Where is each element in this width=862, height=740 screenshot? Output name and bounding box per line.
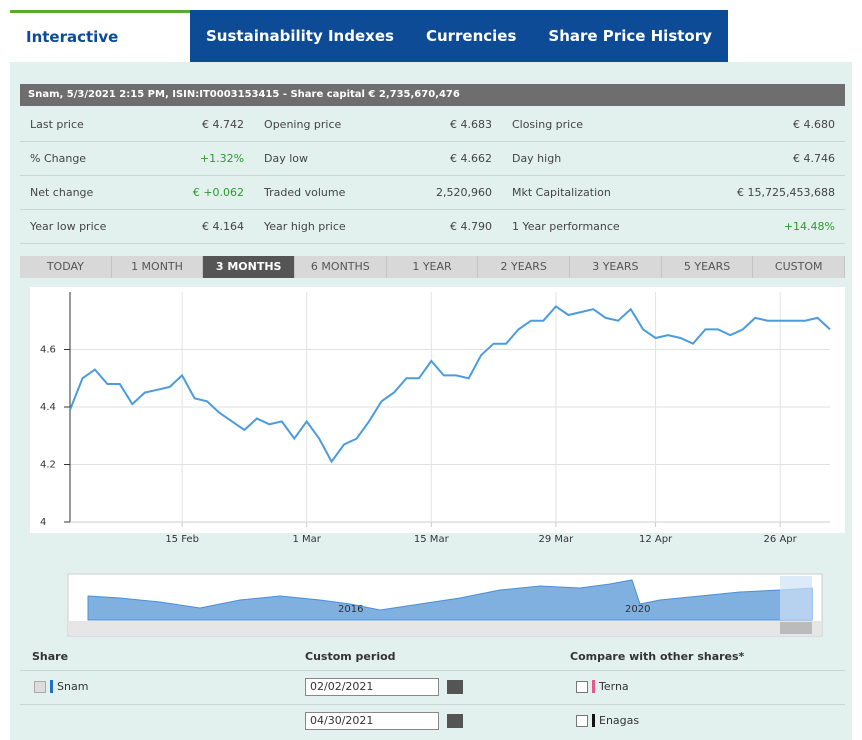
checkbox[interactable] — [576, 680, 588, 693]
share-name: Snam — [57, 680, 89, 693]
x-tick-label: 29 Mar — [539, 534, 575, 545]
period-bar: TODAY 1 MONTH 3 MONTHS 6 MONTHS 1 YEAR 2… — [20, 256, 846, 278]
checkbox[interactable] — [576, 714, 588, 727]
form-row: 04/30/2021 Enagas — [20, 704, 845, 738]
value: € 4.683 — [395, 108, 502, 142]
label: Traded volume — [254, 175, 396, 210]
scrollbar[interactable] — [68, 621, 822, 635]
period-button[interactable]: 3 MONTHS — [203, 256, 296, 278]
y-tick-label: 4.4 — [40, 402, 56, 413]
navigator-window[interactable] — [780, 576, 812, 620]
compare-name: Enagas — [599, 714, 640, 727]
tab[interactable]: Sustainability Indexes — [190, 10, 410, 62]
value: € 4.790 — [395, 209, 502, 244]
color-bar — [592, 680, 595, 693]
label: Mkt Capitalization — [501, 175, 681, 210]
value: € +0.062 — [154, 175, 255, 210]
x-tick-label: 26 Apr — [764, 534, 798, 545]
period-button[interactable]: 1 YEAR — [387, 256, 479, 278]
label: Last price — [20, 108, 155, 142]
label: Year low price — [20, 209, 155, 244]
label: Closing price — [501, 108, 681, 142]
label: 1 Year performance — [501, 209, 681, 244]
label: Net change — [20, 175, 155, 210]
x-tick-label: 15 Feb — [165, 534, 199, 545]
value: € 4.742 — [154, 108, 255, 142]
navigator-label: 2020 — [625, 604, 650, 615]
color-bar — [592, 714, 595, 727]
label: Opening price — [254, 108, 396, 142]
value: 2,520,960 — [395, 175, 502, 210]
form-header: Compare with other shares* — [570, 650, 745, 663]
x-tick-label: 1 Mar — [293, 534, 322, 545]
share-cell: Snam — [34, 680, 88, 693]
quote-header: Snam, 5/3/2021 2:15 PM, ISIN:IT000315341… — [20, 84, 845, 106]
date-cell: 04/30/2021 — [305, 712, 463, 730]
x-tick-label: 15 Mar — [414, 534, 450, 545]
compare-name: Terna — [599, 680, 629, 693]
value: € 4.680 — [680, 108, 845, 142]
period-button[interactable]: 1 MONTH — [112, 256, 204, 278]
navigator-label: 2016 — [338, 604, 363, 615]
chart: 2016 2020 4 4.2 4.4 4.6 15 Feb 1 Mar 15 Mar 29 … — [30, 287, 845, 637]
calendar-icon[interactable] — [447, 680, 463, 694]
stats-table: Last price € 4.742 Opening price € 4.683 Clo… — [20, 108, 845, 244]
y-tick-label: 4 — [40, 517, 46, 528]
label: Day low — [254, 141, 396, 176]
value: € 4.746 — [680, 141, 845, 176]
form-header: Custom period — [305, 650, 396, 663]
y-tick-label: 4.6 — [40, 345, 56, 356]
period-button[interactable]: 2 YEARS — [478, 256, 571, 278]
value: € 4.164 — [154, 209, 255, 244]
form-row: Snam 02/02/2021 Terna — [20, 670, 845, 704]
period-button[interactable]: 3 YEARS — [570, 256, 662, 278]
value: € 15,725,453,688 — [680, 175, 845, 210]
calendar-icon[interactable] — [447, 714, 463, 728]
compare-cell: Terna — [576, 680, 629, 693]
value: € 4.662 — [395, 141, 502, 176]
end-date[interactable]: 04/30/2021 — [305, 712, 439, 730]
value: +1.32% — [154, 141, 255, 176]
x-tick-label: 12 Apr — [639, 534, 673, 545]
period-button[interactable]: CUSTOM — [753, 256, 846, 278]
chart-background — [30, 287, 845, 533]
color-bar — [50, 680, 53, 693]
date-cell: 02/02/2021 — [305, 678, 463, 696]
form-header: Share — [32, 650, 69, 663]
period-button[interactable]: 5 YEARS — [662, 256, 754, 278]
label: Day high — [501, 141, 681, 176]
tab[interactable]: Share Price History — [532, 10, 728, 62]
scrollbar-thumb[interactable] — [780, 622, 812, 634]
period-button[interactable]: 6 MONTHS — [295, 256, 387, 278]
compare-cell: Enagas — [576, 714, 639, 727]
checkbox — [34, 680, 46, 693]
start-date[interactable]: 02/02/2021 — [305, 678, 439, 696]
price-line — [69, 305, 831, 464]
period-button[interactable]: TODAY — [20, 256, 112, 278]
label: % Change — [20, 141, 155, 176]
tab[interactable]: Currencies — [409, 10, 533, 62]
value: +14.48% — [680, 209, 845, 244]
label: Year high price — [254, 209, 396, 244]
y-tick-label: 4.2 — [40, 460, 56, 471]
